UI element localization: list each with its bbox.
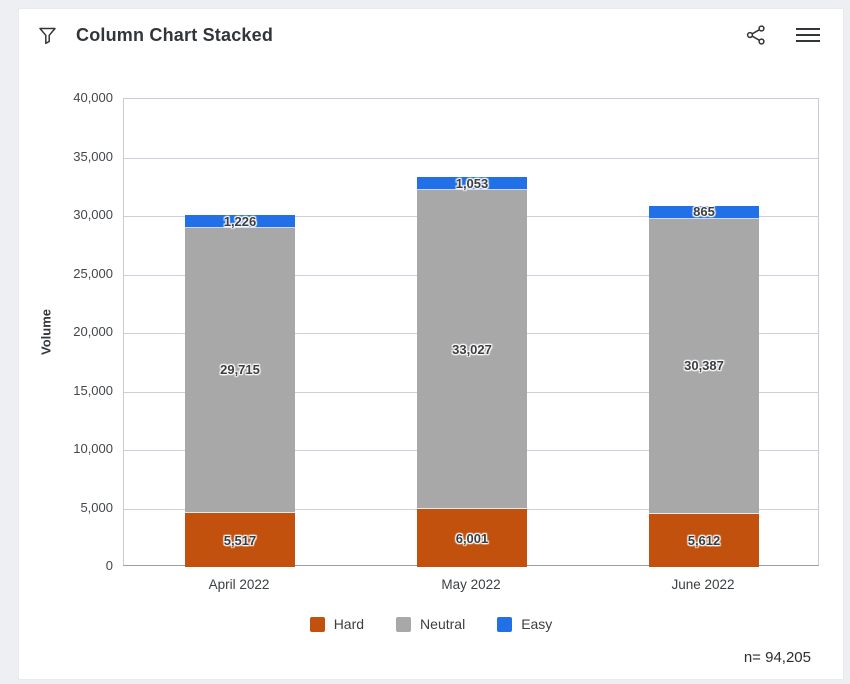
bar-value-label: 6,001 [455,530,489,546]
chart-card: Column Chart Stacked Volume 0 5,000 10,000… [18,8,844,680]
page-title: Column Chart Stacked [76,24,274,45]
y-tick-label: 15,000 [73,382,113,398]
legend-swatch-easy [497,616,513,632]
bar-value-label: 1,226 [223,213,257,229]
legend-item-easy[interactable]: Easy [497,616,552,632]
y-axis-ticks: 0 5,000 10,000 15,000 20,000 25,000 30,000 35,0… [19,90,113,573]
share-icon[interactable] [745,24,767,46]
sample-size-label: n= 94,205 [743,649,811,666]
bar-segment-hard-may-2022[interactable]: 6,001 [417,509,527,567]
y-tick-label: 20,000 [73,324,113,339]
bar-segment-hard-june-2022[interactable]: 5,612 [649,514,759,567]
x-axis-labels: April 2022 May 2022 June 2022 [123,577,819,597]
gridline [124,157,818,159]
bar-segment-hard-april-2022[interactable]: 5,517 [185,513,295,567]
y-tick-label: 40,000 [73,90,113,105]
bar-segment-easy-june-2022[interactable]: 865 [649,204,759,220]
legend-item-hard[interactable]: Hard [309,616,365,632]
legend-label: Neutral [420,616,466,632]
bar-value-label: 33,027 [452,341,492,357]
x-category-label: April 2022 [208,577,270,592]
x-category-label: May 2022 [441,577,501,592]
plot-area: 5,517 29,715 1,226 6,001 33,027 1,053 5,612 30,… [123,98,819,567]
x-category-label: June 2022 [671,577,735,592]
header-actions [745,24,821,46]
bar-value-label: 1,053 [455,175,489,191]
bar-value-label: 865 [693,204,715,220]
bar-value-label: 5,517 [223,532,257,548]
bar-segment-easy-april-2022[interactable]: 1,226 [185,213,295,229]
chart-header: Column Chart Stacked [19,9,843,46]
legend-item-neutral[interactable]: Neutral [396,616,465,632]
legend-swatch-hard [309,616,325,632]
bar-value-label: 5,612 [687,533,721,549]
bar-segment-neutral-april-2022[interactable]: 29,715 [185,227,295,514]
legend-label: Hard [333,616,365,632]
y-tick-label: 30,000 [73,207,113,222]
y-tick-label: 35,000 [73,148,113,164]
legend-swatch-neutral [396,616,412,632]
y-tick-label: 5,000 [80,499,113,515]
menu-icon[interactable] [795,26,821,44]
bar-value-label: 29,715 [220,362,260,378]
y-tick-label: 25,000 [73,265,113,281]
chart-legend: Hard Neutral Easy [19,616,843,632]
bar-segment-easy-may-2022[interactable]: 1,053 [417,175,527,191]
y-tick-label: 0 [105,558,113,573]
filter-icon[interactable] [37,25,58,46]
bar-value-label: 30,387 [684,358,724,374]
bar-segment-neutral-may-2022[interactable]: 33,027 [417,189,527,510]
legend-label: Easy [521,616,553,632]
y-tick-label: 10,000 [73,441,113,456]
bar-segment-neutral-june-2022[interactable]: 30,387 [649,218,759,515]
